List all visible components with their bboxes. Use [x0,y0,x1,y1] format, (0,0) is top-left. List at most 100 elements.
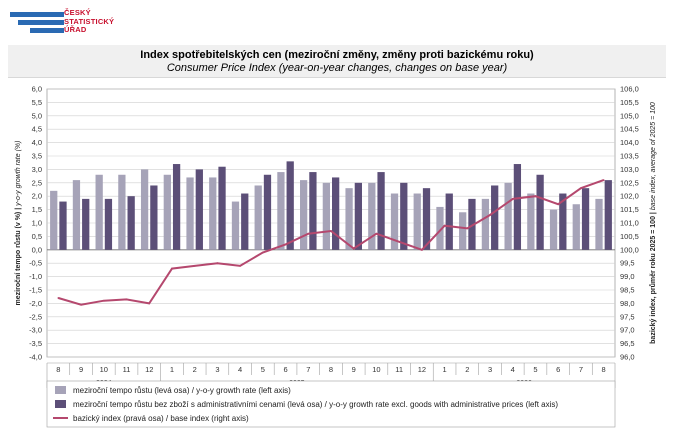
y-right-tick-label: 101,0 [620,219,639,228]
bar-yoy-excl-admin [241,193,249,250]
bar-yoy [527,193,535,250]
y-left-tick-label: -0,5 [29,259,42,268]
x-tick-label: 3 [215,365,219,374]
y-left-tick-label: 3,5 [32,152,42,161]
y-right-tick-label: 101,5 [620,205,639,214]
bar-yoy [390,193,399,250]
bar-yoy [209,177,217,250]
y-right-tick-label: 99,5 [620,259,635,268]
base-index-point [511,197,514,200]
bar-yoy [413,193,421,250]
y-right-tick-label: 105,5 [620,98,639,107]
base-index-point [352,247,355,250]
bar-yoy-excl-admin [513,164,522,250]
y-right-tick-label: 100,0 [620,245,639,254]
legend-box [46,380,616,428]
bar-yoy-excl-admin [422,188,431,250]
bar-yoy-excl-admin [559,193,567,250]
bar-yoy [72,180,81,250]
y-right-tick-label: 104,5 [620,125,639,134]
x-tick-label: 11 [123,365,131,374]
y-right-tick-label: 100,5 [620,232,639,241]
y-left-tick-label: 5,0 [32,111,42,120]
bar-yoy [140,169,149,250]
x-tick-label: 2 [465,365,469,374]
base-index-point [398,240,401,243]
base-index-point [420,248,423,251]
x-tick-label: 10 [372,365,380,374]
base-index-point [80,303,82,306]
y-right-label-en: base index, average of 2025 = 100 [650,102,657,210]
bar-yoy-excl-admin [82,198,90,250]
bar-yoy-excl-admin [59,201,67,250]
base-index-point [57,297,60,299]
bar-yoy-excl-admin [309,172,317,250]
y-left-tick-label: 1,0 [32,219,42,228]
bar-yoy [231,201,240,250]
base-index-point [466,227,469,230]
x-tick-label: 8 [602,365,606,374]
y-right-tick-label: 96,0 [620,353,635,362]
y-left-tick-label: 4,5 [32,125,42,134]
base-index-point [330,230,332,232]
y-left-tick-label: -1,0 [29,272,42,281]
y-left-tick-label: -2,0 [29,299,42,308]
base-index-point [602,179,605,182]
y-right-tick-label: 103,0 [620,165,639,174]
y-right-tick-label: 97,0 [620,326,635,335]
base-index-point [489,214,491,216]
bar-yoy [436,206,444,250]
legend-swatch-yoy [55,386,66,394]
czso-logo-mark [10,12,64,33]
bar-yoy-excl-admin [445,193,453,250]
y-left-tick-label: 2,0 [32,192,42,201]
y-right-tick-label: 99,0 [620,272,635,281]
base-index-point [443,224,446,227]
bar-yoy [595,198,603,250]
y-right-tick-label: 105,0 [620,111,639,120]
x-tick-label: 12 [145,365,153,374]
bar-yoy-excl-admin [491,185,499,250]
x-tick-label: 6 [283,365,287,374]
logo-line-3: ÚŘAD [64,25,87,35]
czso-logo [8,8,128,44]
base-index-point [557,203,560,206]
chart-title-box: Index spotřebitelských cen (meziroční zm… [8,45,666,78]
czso-logo-text: ČESKÝ STATISTICKÝ ÚŘAD [64,8,114,35]
bar-yoy [368,182,376,250]
y-left-tick-label: -2,5 [29,312,42,321]
bar-yoy [186,177,194,250]
y-right-tick-label: 98,0 [620,299,635,308]
base-index-point [580,187,582,190]
bar-yoy-excl-admin [286,161,294,250]
bar-yoy [481,198,490,250]
base-index-point [375,232,378,235]
y-left-tick-label: -3,5 [29,339,42,348]
base-index-point [239,264,242,267]
y-right-tick-label: 102,0 [620,192,639,201]
chart-title-en: Consumer Price Index (year-on-year chang… [166,62,508,74]
y-left-tick-label: 0,0 [32,245,42,254]
y-left-tick-label: -4,0 [29,353,42,362]
legend-swatch-yoy-excl-admin [55,400,66,408]
bar-yoy [504,182,512,250]
chart-title-cz: Index spotřebitelských cen (meziroční zm… [140,49,534,61]
x-tick-label: 4 [511,365,515,374]
y-left-tick-label: 3,0 [32,165,42,174]
y-left-tick-label: 2,5 [32,178,42,187]
x-tick-label: 11 [395,365,403,374]
y-left-tick-label: 1,5 [32,205,42,214]
legend-label-yoy: meziroční tempo růstu (levá osa) / y-o-y… [73,386,291,395]
y-right-label-cz: bazický index, průměr roku 2025 = 100 | [649,210,657,344]
x-tick-label: 7 [306,365,310,374]
base-index-point [193,264,196,267]
x-tick-label: 4 [238,365,242,374]
y-right-tick-label: 102,5 [620,178,639,187]
base-index-point [125,298,128,301]
x-tick-label: 3 [488,365,492,374]
bar-yoy [322,182,330,250]
bar-yoy-excl-admin [536,174,544,250]
y-left-tick-label: -3,0 [29,326,42,335]
base-index-point [171,267,173,270]
